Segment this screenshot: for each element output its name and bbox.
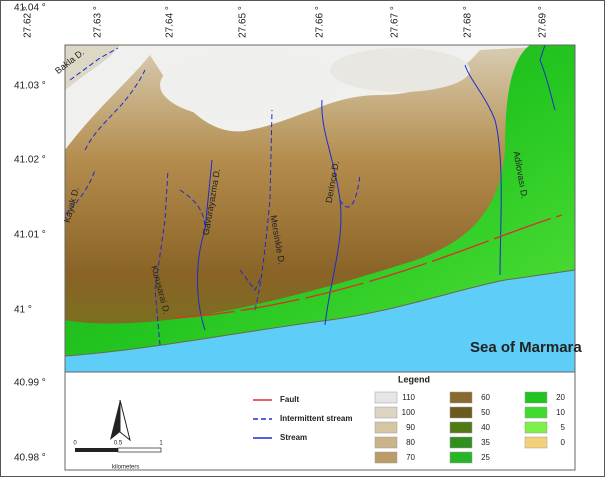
legend-swatch	[524, 421, 548, 434]
scale-unit: kilometers	[112, 465, 139, 471]
legend-swatch	[374, 436, 398, 449]
legend-class-label: 20	[556, 393, 565, 402]
scale-tick-label: 0	[73, 441, 77, 447]
legend-swatch	[449, 406, 473, 419]
legend-swatch	[449, 436, 473, 449]
legend-line-label: Intermittent stream	[280, 414, 352, 423]
legend-line-label: Stream	[280, 433, 307, 442]
legend-swatch	[449, 451, 473, 464]
latitude-label: 41.02 °	[14, 155, 46, 166]
legend-swatch	[374, 451, 398, 464]
legend-swatch	[374, 406, 398, 419]
longitude-label: 27.62 °	[23, 6, 34, 38]
longitude-label: 27.68 °	[463, 6, 474, 38]
legend-swatch	[524, 406, 548, 419]
latitude-label: 41.04 °	[14, 3, 46, 14]
legend-class-label: 90	[406, 423, 415, 432]
legend-class-label: 110	[402, 393, 415, 402]
latitude-label: 41.03 °	[14, 81, 46, 92]
legend-class-label: 50	[481, 408, 490, 417]
legend-class-label: 0	[561, 438, 566, 447]
legend-class-label: 35	[481, 438, 490, 447]
legend-class-label: 100	[402, 408, 416, 417]
legend-class-label: 5	[561, 423, 566, 432]
legend-swatch	[449, 421, 473, 434]
scale-tick-label: 1	[159, 441, 163, 447]
legend-swatch	[524, 436, 548, 449]
north-arrow	[110, 399, 131, 442]
longitude-label: 27.66 °	[315, 6, 326, 38]
legend-title: Legend	[398, 374, 430, 384]
longitude-label: 27.65 °	[238, 6, 249, 38]
terrain	[64, 45, 576, 373]
legend-swatch	[374, 421, 398, 434]
legend-class-label: 70	[406, 453, 415, 462]
legend-panel	[64, 371, 576, 471]
fault-line	[174, 214, 563, 319]
legend-swatch	[449, 391, 473, 404]
legend-line-label: Fault	[280, 395, 299, 404]
legend-class-label: 25	[481, 453, 490, 462]
longitude-label: 27.63 °	[93, 6, 104, 38]
streams	[64, 44, 556, 346]
longitude-label: 27.64 °	[165, 6, 176, 38]
latitude-label: 41 °	[14, 305, 32, 316]
legend-class-label: 10	[556, 408, 565, 417]
latitude-label: 40.99 °	[14, 378, 46, 389]
legend-class-label: 80	[406, 438, 415, 447]
legend-class-label: 60	[481, 393, 490, 402]
legend-swatch	[374, 391, 398, 404]
longitude-label: 27.69 °	[538, 6, 549, 38]
scale-bar	[75, 447, 162, 453]
latitude-label: 40.98 °	[14, 453, 46, 464]
scale-tick-label: 0.5	[114, 441, 123, 447]
legend-class-label: 40	[481, 423, 490, 432]
latitude-label: 41.01 °	[14, 230, 46, 241]
sea-label: Sea of Marmara	[470, 339, 582, 356]
legend-swatch	[524, 391, 548, 404]
longitude-label: 27.67 °	[390, 6, 401, 38]
